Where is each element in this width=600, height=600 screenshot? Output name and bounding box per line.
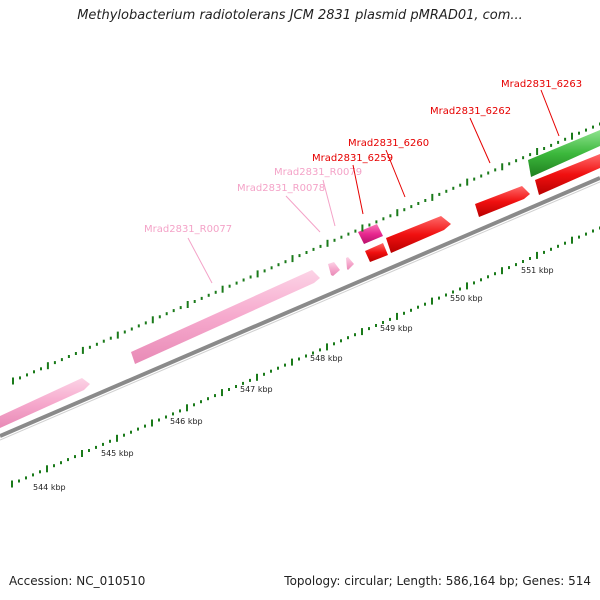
gene-label-R0078[interactable]: Mrad2831_R0078 — [237, 183, 325, 194]
feature-arrow-6262[interactable] — [475, 186, 530, 217]
leader-line-6263 — [540, 89, 560, 137]
feature-arrow-R0077[interactable] — [131, 270, 320, 364]
leader-line-6259 — [352, 164, 364, 215]
gene-label-6260[interactable]: Mrad2831_6260 — [348, 138, 429, 149]
feature-arrow-6263[interactable] — [535, 154, 600, 195]
leader-line-6260 — [385, 149, 406, 198]
scale-labels: 544 kbp 545 kbp 546 kbp 547 kbp 548 kbp … — [33, 266, 554, 492]
accession-text: Accession: NC_010510 — [9, 574, 146, 588]
upper-tick-row — [12, 122, 600, 385]
leader-line-R0079 — [322, 179, 336, 227]
gene-label-6262[interactable]: Mrad2831_6262 — [430, 106, 511, 117]
leader-line-R0077 — [187, 237, 213, 284]
backbone-line-shadow — [0, 181, 600, 441]
feature-arrow-left-pink[interactable] — [0, 378, 90, 428]
scale-label-550: 550 kbp — [450, 294, 483, 303]
leader-line-6262 — [469, 117, 491, 164]
leader-line-R0078 — [285, 195, 321, 233]
gene-label-6263[interactable]: Mrad2831_6263 — [501, 79, 582, 90]
scale-label-549: 549 kbp — [380, 324, 413, 333]
feature-arrow-6259b[interactable] — [365, 243, 388, 262]
map-title: Methylobacterium radiotolerans JCM 2831 … — [77, 8, 523, 23]
gene-label-R0077[interactable]: Mrad2831_R0077 — [144, 224, 232, 235]
feature-arrow-R0079[interactable] — [346, 257, 354, 270]
lower-tick-row — [11, 226, 600, 488]
feature-arrow-6259[interactable] — [358, 224, 383, 244]
summary-text: Topology: circular; Length: 586,164 bp; … — [284, 574, 591, 588]
scale-label-548: 548 kbp — [310, 354, 343, 363]
scale-label-545: 545 kbp — [101, 449, 134, 458]
scale-label-547: 547 kbp — [240, 385, 273, 394]
feature-arrow-6260[interactable] — [386, 216, 451, 253]
scale-label-546: 546 kbp — [170, 417, 203, 426]
feature-arrow-R0078[interactable] — [328, 262, 340, 276]
backbone-line — [0, 176, 600, 438]
scale-label-551: 551 kbp — [521, 266, 554, 275]
gene-label-6259[interactable]: Mrad2831_6259 — [312, 153, 393, 164]
gene-label-R0079[interactable]: Mrad2831_R0079 — [274, 167, 362, 178]
scale-label-544: 544 kbp — [33, 483, 66, 492]
feature-arrow-green[interactable] — [528, 130, 600, 177]
